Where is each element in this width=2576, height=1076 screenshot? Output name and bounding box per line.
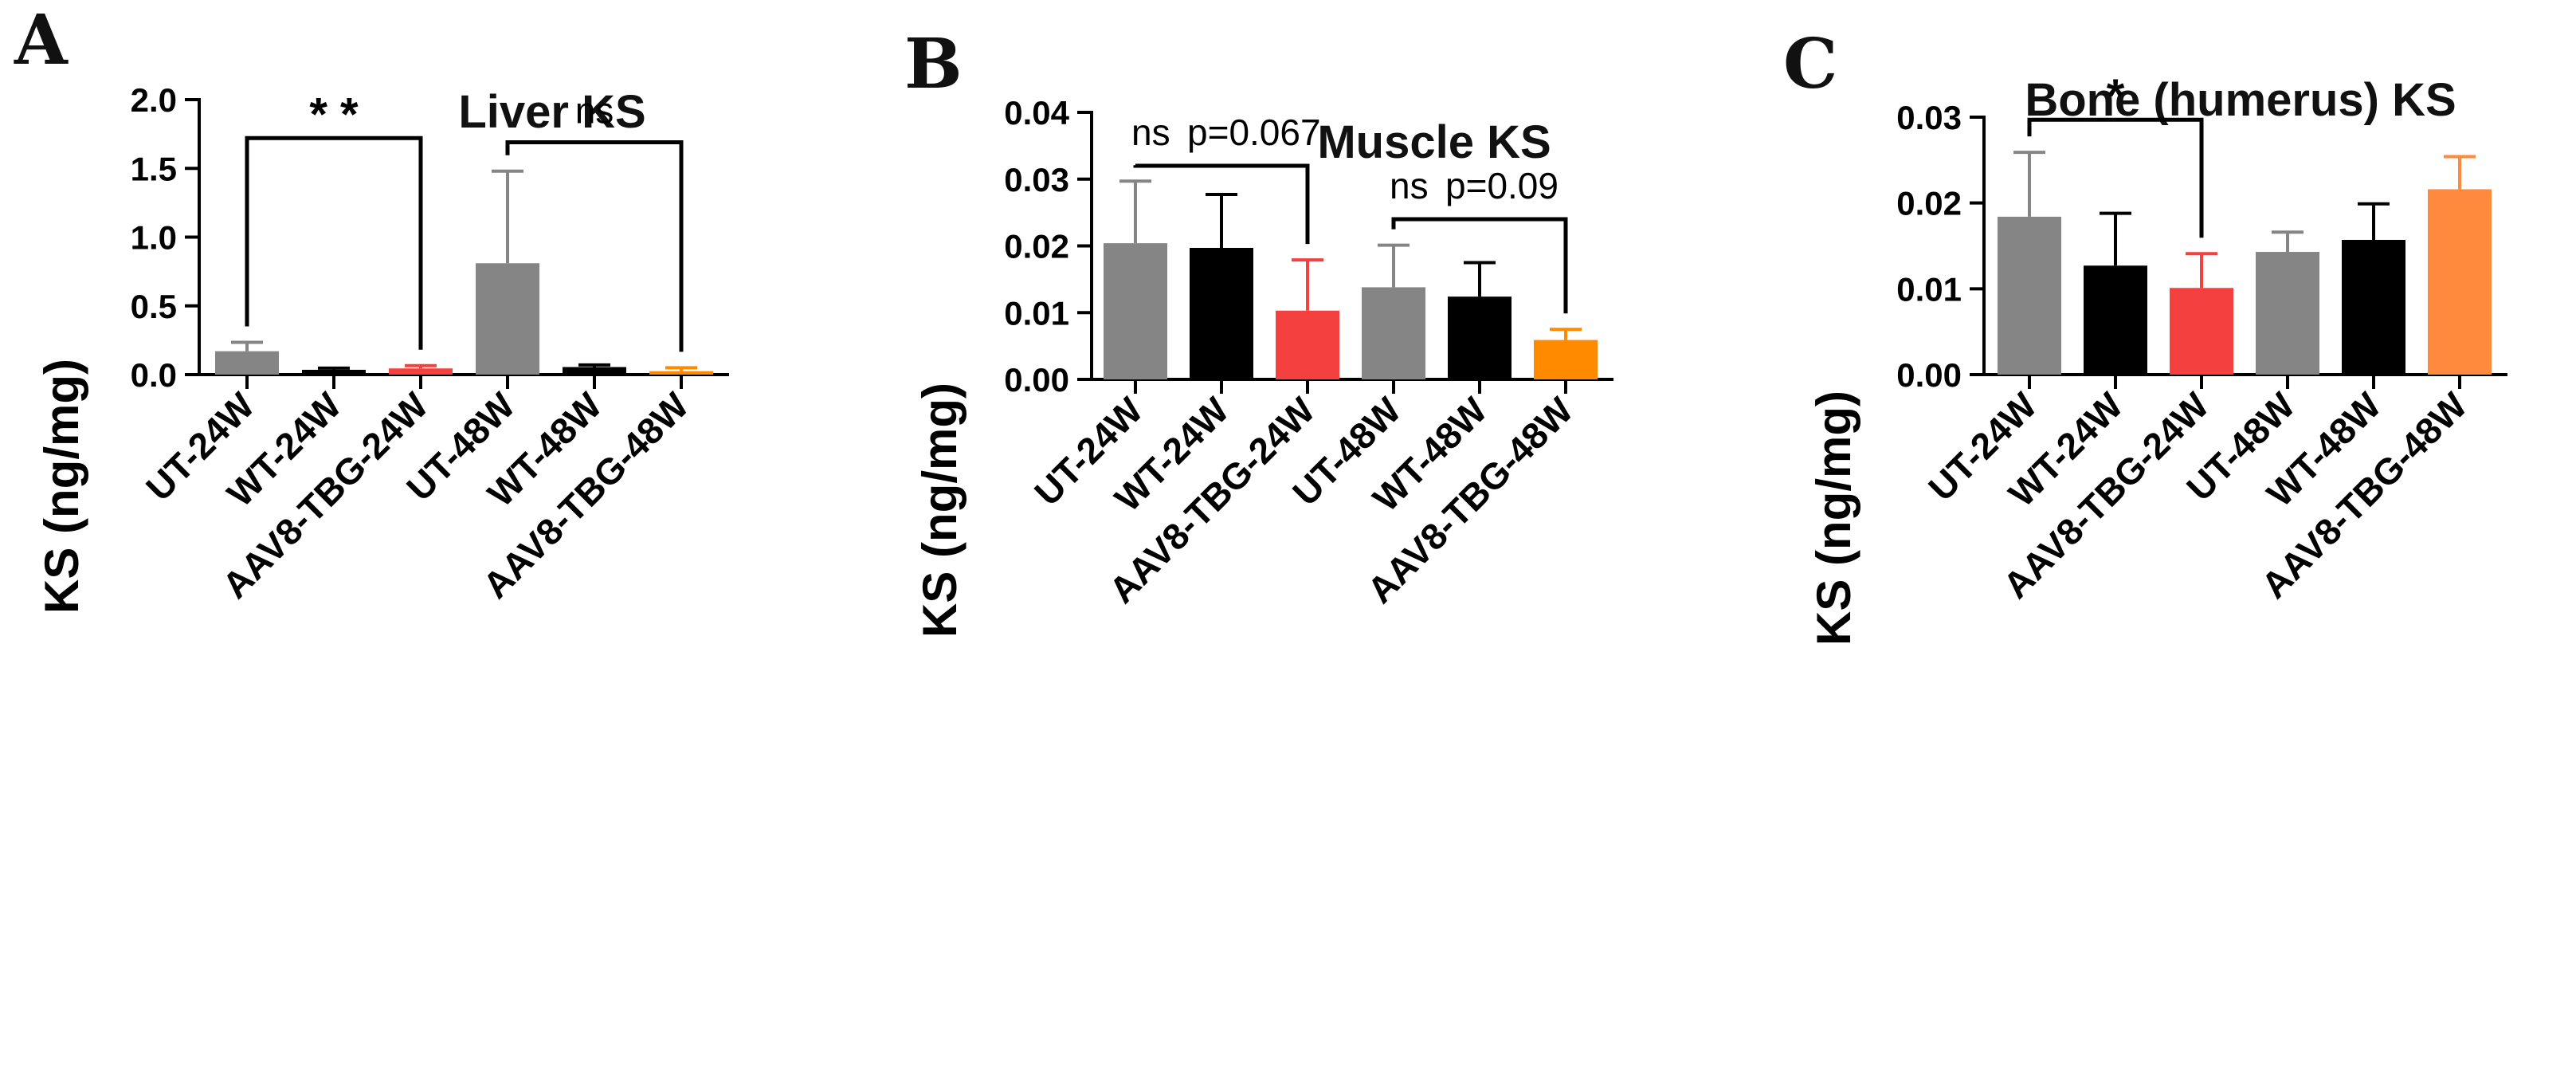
- y-tick-label: 0.00: [1004, 361, 1069, 399]
- panel-letter-b: B: [904, 24, 963, 104]
- panel-letter-c: C: [1783, 24, 1837, 104]
- bar-ut-24w: [1104, 243, 1167, 379]
- significance-label: * *: [309, 88, 359, 140]
- y-tick-label: 0.01: [1896, 270, 1962, 308]
- y-axis-label-liver: KS (ng/mg): [35, 359, 88, 614]
- bone-plot-area: 0.000.010.020.03UT-24WWT-24WAAV8-TBG-24W…: [1896, 70, 2507, 607]
- y-tick-label: 0.03: [1004, 161, 1069, 198]
- significance-label: ns: [575, 89, 614, 131]
- significance-bracket: [1133, 163, 1310, 245]
- y-tick-label: 1.5: [131, 150, 177, 187]
- bar-wt-24w: [302, 369, 366, 375]
- significance-label: ns: [1390, 165, 1429, 206]
- p-value-label: p=0.067: [1187, 112, 1321, 153]
- y-axis-label-bone: KS (ng/mg): [1807, 391, 1860, 646]
- bar-aav8-tbg-48w: [2428, 189, 2492, 375]
- bone-ks-panel: C Bone (humerus) KS KS (ng/mg) 0.00 0.01 0…: [1783, 24, 2507, 646]
- y-tick-label: 1.0: [131, 219, 177, 257]
- muscle-ks-panel: B Muscle KS KS (ng/mg) 0.00 0.01 0.02 0.03 0…: [904, 24, 1613, 638]
- liver-plot-area: 0.00.51.01.52.0UT-24WWT-24WAAV8-TBG-24WU…: [131, 81, 729, 607]
- chart-title-liver: Liver KS: [458, 86, 645, 138]
- y-tick-label: 0.02: [1896, 185, 1962, 222]
- bar-aav8-tbg-24w: [389, 368, 453, 375]
- bar-wt-48w: [2342, 239, 2405, 375]
- y-axis-label-muscle: KS (ng/mg): [913, 383, 966, 638]
- muscle-plot-area: 0.000.010.020.030.04UT-24WWT-24WAAV8-TBG…: [1004, 94, 1613, 611]
- bar-ut-48w: [2256, 252, 2319, 375]
- y-tick-label: 2.0: [131, 81, 177, 119]
- significance-bracket: [505, 139, 684, 352]
- bar-ut-24w: [215, 351, 279, 375]
- liver-ks-panel: A Liver KS KS (ng/mg) 0.00.51.01.52.0UT-…: [14, 0, 729, 614]
- p-value-label: p=0.09: [1445, 165, 1559, 206]
- bar-aav8-tbg-48w: [1534, 340, 1598, 379]
- significance-label: ns: [1131, 112, 1170, 153]
- bar-ut-48w: [476, 263, 539, 375]
- bar-ut-24w: [1998, 216, 2061, 375]
- bar-wt-24w: [2084, 265, 2147, 375]
- significance-label: *: [2107, 70, 2125, 122]
- bar-aav8-tbg-24w: [2170, 288, 2233, 375]
- significance-bracket: [2027, 117, 2204, 238]
- bar-aav8-tbg-48w: [649, 371, 713, 375]
- bar-aav8-tbg-24w: [1276, 310, 1339, 379]
- panel-letter-a: A: [14, 0, 69, 81]
- y-tick-label: 0.04: [1004, 94, 1069, 132]
- significance-bracket: [1391, 217, 1568, 314]
- bar-ut-48w: [1362, 287, 1425, 379]
- significance-bracket: [245, 135, 423, 350]
- y-tick-label: 0.00: [1896, 356, 1962, 394]
- y-tick-label: 0.0: [131, 356, 177, 394]
- chart-title-muscle: Muscle KS: [1317, 116, 1551, 168]
- bar-wt-24w: [1190, 248, 1253, 379]
- y-tick-label: 0.01: [1004, 294, 1069, 332]
- bar-wt-48w: [563, 367, 626, 375]
- chart-title-bone: Bone (humerus) KS: [2025, 74, 2456, 126]
- y-tick-label: 0.02: [1004, 228, 1069, 265]
- y-tick-label: 0.5: [131, 288, 177, 325]
- y-tick-label: 0.03: [1896, 99, 1962, 136]
- bar-wt-48w: [1448, 296, 1511, 379]
